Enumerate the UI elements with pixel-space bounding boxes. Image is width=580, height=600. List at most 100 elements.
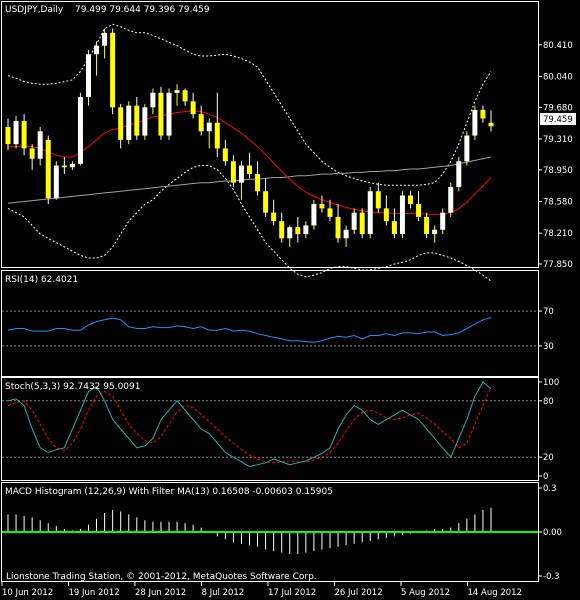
axes: 80.410 80.040 79.680 79.310 78.950 78.580 78.2… (1, 41, 573, 598)
candle-body (408, 195, 413, 205)
candle-body (335, 216, 341, 239)
candle-body (383, 208, 389, 222)
candle-body (303, 225, 309, 235)
rsi-title: RSI(14) 62.4021 (5, 275, 78, 285)
price-y-tick-label: 77.850 (543, 260, 573, 270)
stoch-signal-line (7, 386, 492, 464)
macd-title: MACD Histogram (12,26,9) With Filter MA(… (5, 487, 333, 497)
candle-body (295, 227, 301, 235)
candle-body (69, 163, 75, 168)
price-y-tick-label: 79.680 (543, 103, 573, 113)
ohlc-values: 79.499 79.644 79.396 79.459 (75, 5, 210, 15)
candle-body (375, 191, 381, 209)
candle-body (271, 212, 277, 222)
candle-body (230, 161, 236, 183)
current-price-label: 79.459 (543, 115, 573, 125)
x-tick-label: 17 Jul 2012 (268, 588, 316, 598)
candle-body (13, 121, 19, 145)
candle-body (110, 32, 116, 108)
price-y-tick-label: 80.040 (543, 73, 573, 83)
copyright-footer: Lionstone Trading Station, © 2001-2012, … (6, 572, 317, 582)
price-y-tick-label: 79.310 (543, 135, 573, 145)
candle-body (472, 109, 478, 136)
x-tick-label: 28 Jun 2012 (135, 588, 186, 598)
candle-body (343, 229, 349, 239)
rsi-plot (2, 310, 538, 347)
stoch-y-tick-label: 20 (543, 453, 554, 463)
candle-body (440, 212, 446, 230)
candle-body (158, 92, 164, 136)
candle-body (432, 229, 438, 235)
candle-body (86, 54, 91, 98)
candle-body (150, 92, 156, 108)
price-y-tick-label: 78.950 (543, 166, 573, 176)
candle-body (53, 165, 59, 199)
macd-y-tick-label: 0.00 (543, 528, 562, 538)
candle-body (247, 165, 252, 175)
candle-body (118, 107, 124, 140)
candle-body (311, 204, 317, 226)
candle-body (214, 122, 220, 149)
candle-body (190, 101, 196, 115)
candle-body (263, 191, 269, 213)
candle-body (448, 186, 454, 213)
price-plot (5, 23, 494, 282)
candle-body (327, 208, 333, 217)
macd-y-tick-label: 0.3 (543, 484, 557, 494)
stoch-panel (1, 377, 539, 481)
x-tick-label: 8 Jul 2012 (202, 588, 245, 598)
candle-body (45, 139, 51, 199)
current-price-marker (540, 113, 576, 125)
x-tick-label: 26 Jul 2012 (335, 588, 383, 598)
candle-body (29, 148, 35, 159)
price-panel (1, 1, 539, 268)
candle-body (182, 90, 188, 102)
candle-body (142, 107, 148, 136)
candle-body (480, 109, 486, 119)
candle-body (399, 195, 405, 235)
candle-body (126, 105, 132, 140)
candle-body (488, 122, 494, 127)
stoch-plot (2, 381, 538, 468)
x-tick-label: 14 Aug 2012 (468, 588, 522, 598)
stoch-y-tick-label: 80 (543, 397, 554, 407)
candle-body (134, 105, 140, 136)
candle-body (198, 114, 204, 132)
bollinger-lower-band (7, 165, 492, 282)
candle-body (359, 212, 365, 235)
candle-body (174, 90, 180, 93)
candle-body (287, 227, 293, 239)
stoch-y-tick-label: 0 (543, 472, 548, 482)
candle-body (416, 204, 422, 217)
x-tick-label: 5 Aug 2012 (401, 588, 450, 598)
stoch-main-line (7, 381, 492, 468)
candle-body (351, 212, 357, 230)
candle-body (222, 148, 228, 162)
macd-plot (2, 507, 538, 554)
x-tick-label: 19 Jun 2012 (69, 588, 120, 598)
rsi-line (7, 317, 492, 343)
candle-body (424, 216, 430, 235)
candle-body (94, 45, 100, 55)
price-y-tick-label: 78.210 (543, 229, 573, 239)
candle-body (206, 122, 212, 132)
symbol-title: USDJPY,Daily (5, 5, 64, 15)
candle-body (166, 92, 172, 136)
price-y-tick-label: 80.410 (543, 41, 573, 51)
x-tick-label: 10 Jun 2012 (2, 588, 53, 598)
candle-body (367, 191, 373, 235)
candle-body (391, 221, 397, 235)
candle-body (5, 127, 11, 145)
fast-moving-average-line (8, 110, 492, 215)
slow-moving-average-line (7, 156, 492, 204)
stoch-y-tick-label: 100 (543, 378, 559, 388)
candle-body (77, 97, 83, 164)
candle-body (238, 165, 244, 183)
rsi-y-tick-label: 30 (543, 342, 554, 352)
candle-body (319, 204, 325, 209)
rsi-panel (1, 270, 539, 377)
stoch-title: Stoch(5,3,3) 92.7432 95.0091 (5, 382, 140, 392)
candle-body (21, 121, 27, 149)
candle-body (255, 174, 261, 192)
